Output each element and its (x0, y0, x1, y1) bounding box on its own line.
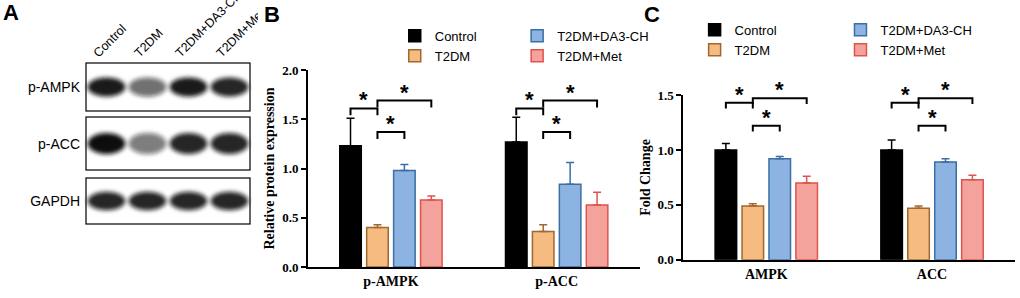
svg-text:*: * (735, 82, 744, 107)
svg-text:0.5: 0.5 (282, 210, 299, 225)
svg-text:A: A (3, 0, 19, 25)
svg-text:*: * (775, 77, 784, 102)
svg-text:*: * (762, 105, 771, 130)
svg-text:1.0: 1.0 (282, 161, 298, 176)
svg-text:T2DM+Met: T2DM+Met (557, 49, 622, 64)
svg-text:T2DM+Met: T2DM+Met (214, 6, 258, 60)
svg-text:p-ACC: p-ACC (38, 136, 80, 152)
svg-text:p-AMPK: p-AMPK (28, 79, 81, 95)
svg-text:p-AMPK: p-AMPK (363, 274, 418, 289)
svg-text:*: * (901, 82, 910, 107)
svg-text:T2DM+DA3-CH: T2DM+DA3-CH (880, 23, 971, 38)
svg-text:B: B (264, 2, 280, 27)
svg-text:AMPK: AMPK (745, 267, 788, 282)
svg-text:*: * (386, 111, 395, 136)
svg-text:Control: Control (435, 29, 477, 44)
svg-text:T2DM: T2DM (132, 26, 166, 60)
svg-text:T2DM+Met: T2DM+Met (880, 43, 945, 58)
svg-text:0.5: 0.5 (658, 197, 675, 212)
svg-text:1.5: 1.5 (282, 112, 299, 127)
svg-text:*: * (552, 111, 561, 136)
svg-text:T2DM: T2DM (735, 43, 770, 58)
svg-text:Control: Control (735, 23, 777, 38)
svg-text:*: * (359, 87, 368, 112)
svg-text:1.5: 1.5 (658, 88, 675, 103)
svg-text:0.0: 0.0 (658, 252, 674, 267)
svg-text:0.0: 0.0 (282, 260, 298, 275)
svg-text:T2DM: T2DM (435, 49, 470, 64)
svg-text:*: * (400, 80, 409, 105)
svg-text:2.0: 2.0 (282, 63, 298, 78)
svg-text:ACC: ACC (917, 267, 947, 282)
svg-text:*: * (941, 77, 950, 102)
svg-text:Control: Control (91, 22, 129, 60)
svg-text:*: * (928, 105, 937, 130)
svg-text:Relative protein expression: Relative protein expression (262, 87, 277, 249)
svg-text:C: C (644, 2, 660, 27)
svg-text:T2DM+DA3-CH: T2DM+DA3-CH (557, 29, 648, 44)
svg-text:Fold Change: Fold Change (638, 139, 653, 216)
svg-text:*: * (525, 87, 534, 112)
svg-text:1.0: 1.0 (658, 143, 674, 158)
svg-text:p-ACC: p-ACC (535, 274, 578, 289)
svg-text:GAPDH: GAPDH (30, 193, 80, 209)
svg-text:*: * (566, 80, 575, 105)
